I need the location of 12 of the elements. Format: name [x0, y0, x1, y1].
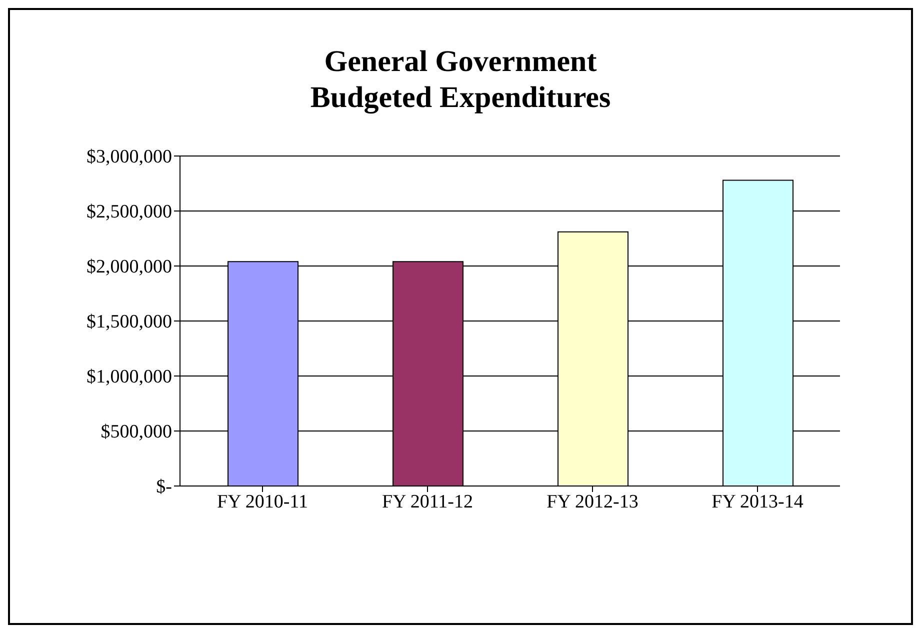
- x-tick-label: FY 2011-12: [382, 491, 473, 512]
- y-tick-label: $1,000,000: [86, 366, 172, 388]
- y-tick-label: $3,000,000: [86, 146, 172, 168]
- y-tick-label: $2,000,000: [86, 256, 172, 278]
- x-tick-label: FY 2012-13: [546, 491, 638, 512]
- y-tick-label: $2,500,000: [86, 202, 172, 223]
- y-tick-label: $500,000: [100, 422, 172, 443]
- y-tick-label: $-: [156, 476, 172, 498]
- y-tick-label: $1,500,000: [86, 312, 172, 333]
- x-tick-label: FY 2010-11: [217, 491, 308, 512]
- chart-title: General Government Budgeted Expenditures: [309, 44, 612, 116]
- x-tick-label: FY 2013-14: [712, 491, 804, 512]
